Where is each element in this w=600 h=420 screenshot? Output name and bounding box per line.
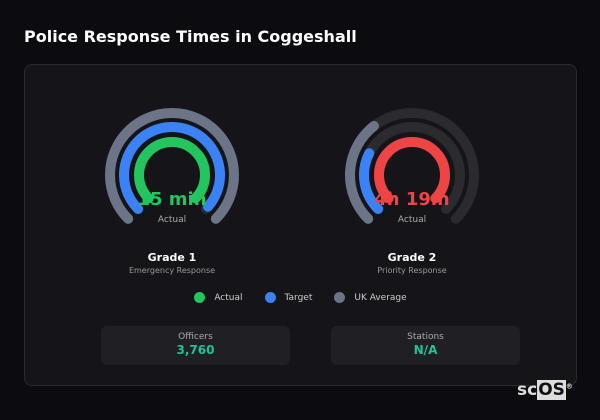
gauge-rings — [345, 108, 479, 224]
gauge-description: Priority Response — [377, 266, 447, 275]
stat-label: Stations — [407, 332, 444, 342]
gauge-value-label: Actual — [157, 215, 187, 225]
legend: Actual Target UK Average — [25, 292, 576, 303]
stat-stations: Stations N/A — [331, 326, 520, 365]
uk-average-dot-icon — [334, 292, 346, 303]
gauge-grade-1: 15 min Actual Grade 1 Emergency Response — [82, 105, 262, 275]
gauge-value-label: Actual — [397, 215, 427, 225]
gauge-description: Emergency Response — [128, 266, 216, 275]
gauge-grade-2: 4h 19m Actual Grade 2 Priority Response — [322, 105, 502, 275]
actual-dot-icon — [194, 292, 206, 303]
response-card: 15 min Actual Grade 1 Emergency Response… — [24, 64, 577, 386]
legend-label: Target — [284, 293, 313, 303]
gauge-rings — [105, 108, 239, 224]
gauge-name: Grade 2 — [387, 251, 437, 264]
legend-item-uk-average: UK Average — [334, 292, 407, 303]
stat-value: N/A — [413, 343, 438, 357]
legend-label: UK Average — [354, 293, 407, 303]
target-dot-icon — [264, 292, 276, 303]
legend-item-target: Target — [264, 292, 313, 303]
gauge-value: 4h 19m — [374, 189, 450, 210]
uk-arc — [105, 108, 239, 224]
stat-value: 3,760 — [176, 343, 215, 357]
gauge-value: 15 min — [137, 189, 207, 210]
target-arc — [359, 148, 384, 214]
gauge-name: Grade 1 — [147, 251, 197, 264]
actual-arc — [374, 137, 450, 204]
legend-item-actual: Actual — [194, 292, 243, 303]
legend-label: Actual — [214, 293, 243, 303]
actual-arc — [134, 137, 210, 204]
scos-logo: scOS® — [517, 380, 573, 400]
stat-label: Officers — [178, 332, 213, 342]
stat-officers: Officers 3,760 — [101, 326, 290, 365]
page-title: Police Response Times in Coggeshall — [24, 27, 357, 46]
target-arc — [119, 122, 225, 214]
uk-arc — [345, 121, 379, 224]
